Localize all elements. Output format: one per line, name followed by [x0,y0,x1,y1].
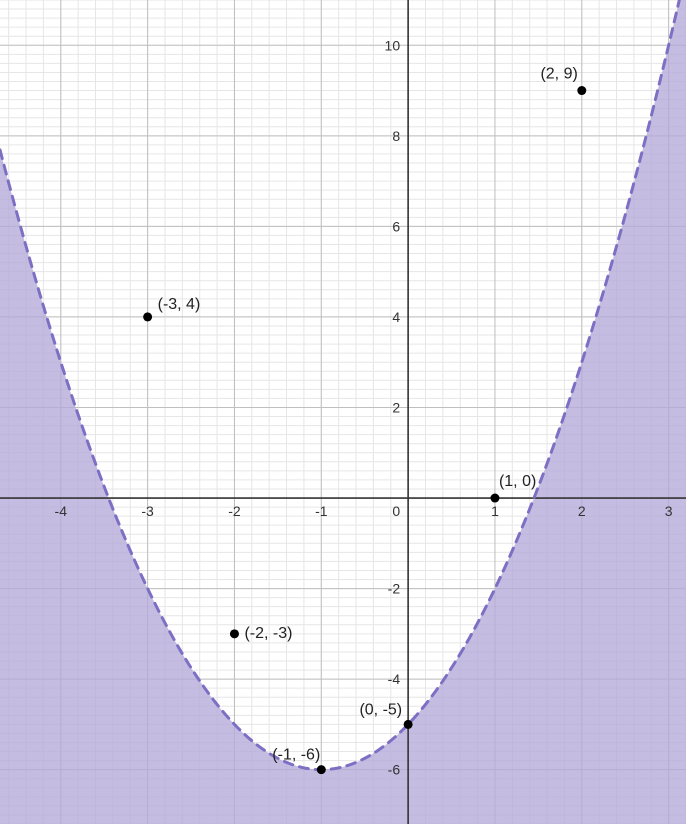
x-tick-label: -3 [141,503,154,519]
x-tick-label: -4 [55,503,68,519]
parabola-chart: -4 -3 -2 -1 1 2 3 -6 -4 -2 2 4 6 8 10 0 (-3, 4) (-2, -3) (… [0,0,686,824]
y-tick-label: 6 [392,218,400,234]
y-tick-label: 10 [385,37,401,53]
point-marker [317,765,326,774]
x-tick-label: 2 [578,503,586,519]
y-tick-label: -2 [388,581,401,597]
point-marker [577,86,586,95]
x-tick-label: -2 [228,503,241,519]
y-tick-label: 8 [392,128,400,144]
x-tick-label: 3 [665,503,673,519]
x-tick-label: 1 [491,503,499,519]
point-label: (0, -5) [359,701,402,718]
y-tick-label: 2 [392,399,400,415]
origin-label: 0 [392,503,400,519]
y-tick-label: 4 [392,309,400,325]
point-marker [143,312,152,321]
point-marker [490,494,499,503]
point-label: (1, 0) [499,473,536,490]
point-marker [230,629,239,638]
y-tick-label: -6 [388,762,401,778]
y-tick-label: -4 [388,671,401,687]
point-label: (2, 9) [540,66,577,83]
point-marker [404,720,413,729]
point-label: (-1, -6) [272,747,320,764]
x-tick-label: -1 [315,503,328,519]
point-label: (-2, -3) [244,625,292,642]
point-label: (-3, 4) [158,296,201,313]
